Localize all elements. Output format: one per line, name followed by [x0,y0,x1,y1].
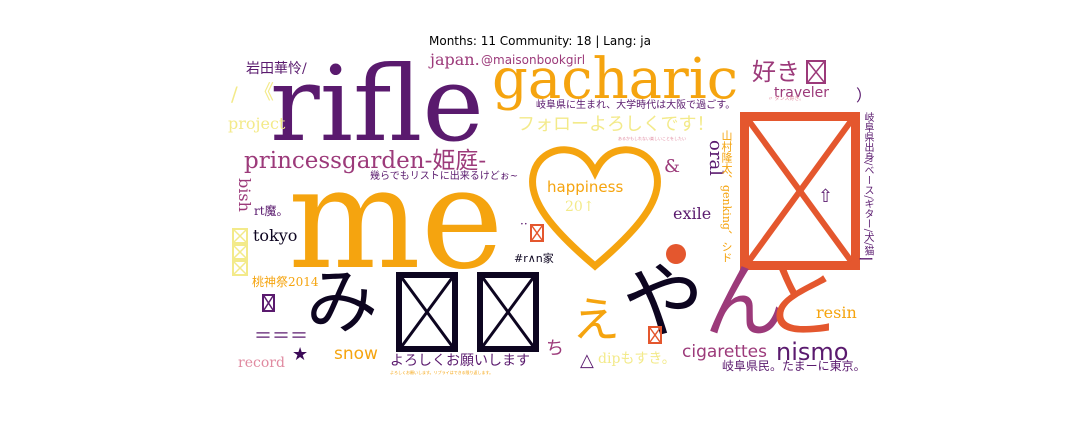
word-tiny1: 〃 ダンス好き。 [768,96,805,102]
word-equals: ＝＝＝ [254,326,308,347]
word-oral: oral [705,140,726,176]
word-yanto-to: と [760,255,843,350]
word-momo: 桃神祭2014 [252,275,319,289]
word-iwata: 岩田華怜/ [246,61,307,77]
word-traveler: traveler [774,85,829,101]
word-ikuradeno: 幾らでもリストに出来るけどぉ~ [370,171,519,182]
word-happiness: happiness [547,178,624,196]
missing-glyph-small-purple [262,294,275,312]
word-tiny3: よろしくお願いします。リプライはできる限り返します。 [390,370,494,375]
missing-glyph-yellow-2 [232,244,248,260]
word-dots: ·· [520,217,528,231]
missing-glyph-orange-small [530,224,544,242]
word-japan: japan. [430,50,480,69]
word-mi: み [306,260,379,344]
word-chi: ち [546,338,564,359]
word-yoroshiku: よろしくお願いします [390,353,530,369]
word-e: え [572,292,621,348]
star-icon: ★ [292,344,309,365]
word-twenty: 20↑ [565,199,595,215]
word-tiny2: あるかもしれない楽しいことをしたい [618,136,686,141]
chart-title: Months: 11 Community: 18 | Lang: ja [429,34,651,48]
heart-icon [529,146,661,271]
word-gifu1: 岐阜県に生まれ、大学時代は大阪で過ごす。 [536,100,736,111]
missing-glyph-suki [806,60,826,84]
word-record: record [238,355,285,371]
word-me: me [288,138,504,301]
dot-icon [666,244,686,264]
word-yamada: 山村隆太、genking、シド [720,130,733,263]
missing-glyph-orange-mid [648,326,662,344]
missing-glyph-yellow-3 [232,260,248,276]
word-rtma: rt魔。 [254,204,289,218]
word-nismo: nismo [776,338,849,366]
word-gifukenmin: 岐阜県民。たまーに東京。 [722,359,866,373]
word-angle: 《 [254,80,274,104]
word-resin: resin [816,303,857,322]
word-dash: ー [858,250,875,269]
word-rnhouse: #r∧n家 [514,252,554,265]
word-uparrow: ⇧ [818,186,834,207]
missing-glyph-black-2 [477,272,539,352]
word-project: project [228,114,286,133]
missing-glyph-large [740,112,860,270]
word-cigarettes: cigarettes [682,342,767,362]
word-gacharic: gacharic [492,47,739,112]
word-suki: 好き [752,58,800,86]
word-paren: ） [856,86,873,105]
word-dip: dipもすき。 [598,351,676,367]
missing-glyph-yellow-1 [232,228,248,244]
word-slash: / [231,82,238,106]
word-tokyo: tokyo [253,226,298,245]
word-bish: bish [235,178,254,212]
word-rifle: rifle [270,43,484,165]
missing-glyph-black-1 [396,272,458,352]
word-yanto: や [622,255,705,350]
word-maison: @maisonbookgirl [481,53,586,67]
triangle-icon: △ [580,350,594,371]
word-amp: & [664,156,681,177]
word-yanto-n: ん [704,255,787,350]
word-princessgarden: princessgarden-姫庭- [244,148,487,174]
word-snow: snow [334,344,378,364]
word-exile: exile [673,204,712,223]
word-follow: フォローよろしくです！ [517,114,715,135]
word-gifuorigin: 岐阜県出身/ベース/ギター/犬/猫 [862,112,873,256]
